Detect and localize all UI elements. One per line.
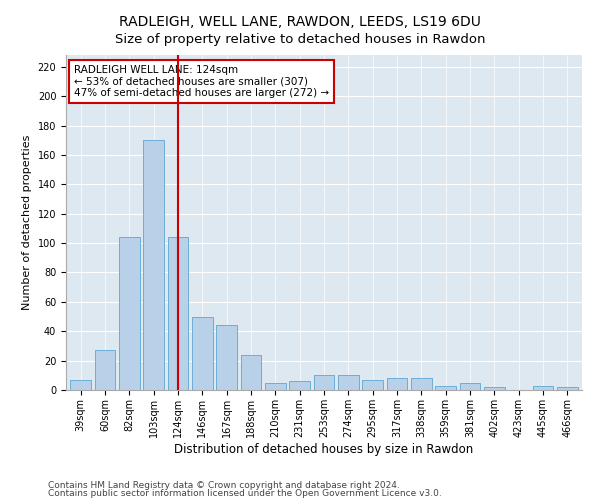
Text: Size of property relative to detached houses in Rawdon: Size of property relative to detached ho… (115, 32, 485, 46)
Bar (143, 140, 164, 390)
Bar (533, 386, 553, 390)
Bar (436, 386, 456, 390)
Bar (338, 376, 359, 390)
Y-axis label: Number of detached properties: Number of detached properties (22, 135, 32, 310)
X-axis label: Distribution of detached houses by size in Rawdon: Distribution of detached houses by size … (175, 442, 473, 456)
Text: RADLEIGH WELL LANE: 124sqm
← 53% of detached houses are smaller (307)
47% of sem: RADLEIGH WELL LANE: 124sqm ← 53% of deta… (74, 65, 329, 98)
Bar (192, 316, 212, 390)
Bar (362, 380, 383, 390)
Bar (216, 326, 237, 390)
Bar (411, 378, 432, 390)
Bar (241, 354, 262, 390)
Bar (460, 382, 481, 390)
Bar (314, 376, 334, 390)
Text: RADLEIGH, WELL LANE, RAWDON, LEEDS, LS19 6DU: RADLEIGH, WELL LANE, RAWDON, LEEDS, LS19… (119, 15, 481, 29)
Bar (289, 381, 310, 390)
Text: Contains HM Land Registry data © Crown copyright and database right 2024.: Contains HM Land Registry data © Crown c… (48, 480, 400, 490)
Bar (70, 380, 91, 390)
Bar (484, 387, 505, 390)
Bar (167, 237, 188, 390)
Text: Contains public sector information licensed under the Open Government Licence v3: Contains public sector information licen… (48, 489, 442, 498)
Bar (386, 378, 407, 390)
Bar (119, 237, 140, 390)
Bar (95, 350, 115, 390)
Bar (265, 382, 286, 390)
Bar (557, 387, 578, 390)
